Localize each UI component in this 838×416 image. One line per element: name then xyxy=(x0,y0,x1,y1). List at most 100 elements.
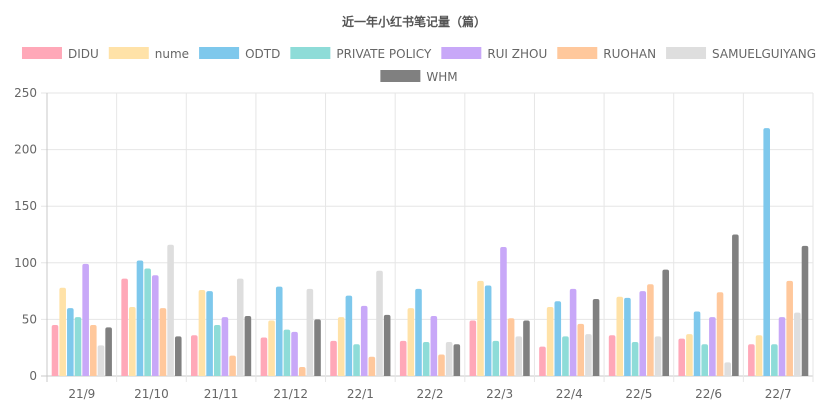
bar[interactable] xyxy=(592,299,600,376)
bar[interactable] xyxy=(577,323,585,376)
bar[interactable] xyxy=(144,268,151,376)
bar[interactable] xyxy=(129,306,136,376)
bar[interactable] xyxy=(523,320,530,376)
bar[interactable] xyxy=(90,325,97,376)
bar[interactable] xyxy=(569,288,577,376)
bar[interactable] xyxy=(469,320,477,376)
bar[interactable] xyxy=(709,317,716,376)
bar[interactable] xyxy=(82,263,89,376)
bar[interactable] xyxy=(778,317,786,376)
bar[interactable] xyxy=(97,345,105,376)
bar[interactable] xyxy=(221,317,229,376)
bar[interactable] xyxy=(430,316,438,376)
bar[interactable] xyxy=(546,306,554,376)
bar[interactable] xyxy=(662,269,670,376)
legend-item[interactable]: nume xyxy=(108,47,189,61)
bar[interactable] xyxy=(353,344,360,376)
bar[interactable] xyxy=(51,325,59,376)
bar[interactable] xyxy=(562,336,569,376)
bar[interactable] xyxy=(801,245,809,376)
bar[interactable] xyxy=(585,334,592,376)
bar[interactable] xyxy=(368,356,376,376)
bar[interactable] xyxy=(174,336,182,376)
bar[interactable] xyxy=(539,346,546,376)
bar[interactable] xyxy=(763,128,770,376)
bar[interactable] xyxy=(151,275,159,376)
bar[interactable] xyxy=(244,316,252,376)
bar[interactable] xyxy=(236,278,244,376)
bar[interactable] xyxy=(678,338,686,376)
bar[interactable] xyxy=(229,355,236,376)
bar[interactable] xyxy=(445,342,453,376)
bar[interactable] xyxy=(647,284,654,376)
bar[interactable] xyxy=(701,344,709,376)
bar[interactable] xyxy=(554,301,562,376)
legend-label: RUI ZHOU xyxy=(487,47,547,61)
bar[interactable] xyxy=(624,297,631,376)
bar[interactable] xyxy=(693,311,701,376)
legend-item[interactable]: RUI ZHOU xyxy=(441,47,547,61)
bar[interactable] xyxy=(74,317,82,376)
bar[interactable] xyxy=(59,287,66,376)
bar[interactable] xyxy=(748,344,755,376)
bar[interactable] xyxy=(268,320,275,376)
y-tick-label: 150 xyxy=(14,199,37,213)
bar[interactable] xyxy=(686,334,693,376)
legend-item[interactable]: ODTD xyxy=(199,47,280,61)
bar[interactable] xyxy=(794,312,801,376)
bar[interactable] xyxy=(507,318,515,376)
legend-item[interactable]: PRIVATE POLICY xyxy=(290,47,432,61)
bar[interactable] xyxy=(337,317,345,376)
bar[interactable] xyxy=(755,335,763,376)
legend-item[interactable]: WHM xyxy=(380,70,458,84)
bar[interactable] xyxy=(383,314,391,376)
bar[interactable] xyxy=(732,234,739,377)
bar[interactable] xyxy=(616,296,624,376)
bar[interactable] xyxy=(492,340,500,376)
bar[interactable] xyxy=(298,366,306,376)
bar[interactable] xyxy=(291,331,298,376)
bar[interactable] xyxy=(206,291,213,376)
bar[interactable] xyxy=(608,335,616,376)
bar[interactable] xyxy=(771,344,778,376)
bar[interactable] xyxy=(345,295,353,376)
bar[interactable] xyxy=(438,354,445,376)
bar[interactable] xyxy=(477,280,484,376)
bar[interactable] xyxy=(67,308,74,376)
bar[interactable] xyxy=(190,335,198,376)
bar[interactable] xyxy=(159,308,167,376)
bar[interactable] xyxy=(639,291,647,376)
bar[interactable] xyxy=(515,336,523,376)
bar[interactable] xyxy=(399,340,407,376)
legend-item[interactable]: DIDU xyxy=(21,47,99,61)
legend-item[interactable]: RUOHAN xyxy=(557,47,656,61)
bar[interactable] xyxy=(500,246,507,376)
bar[interactable] xyxy=(167,244,174,376)
bar[interactable] xyxy=(260,337,268,376)
bar[interactable] xyxy=(453,344,461,376)
series-whm xyxy=(105,234,809,377)
bar[interactable] xyxy=(407,308,415,376)
bar[interactable] xyxy=(724,362,731,376)
bar[interactable] xyxy=(422,342,430,376)
bar[interactable] xyxy=(198,289,206,376)
bar[interactable] xyxy=(376,270,383,376)
bar[interactable] xyxy=(415,288,422,376)
bar[interactable] xyxy=(484,285,492,376)
bar[interactable] xyxy=(631,342,639,376)
bar[interactable] xyxy=(105,327,112,376)
bar[interactable] xyxy=(314,319,321,376)
bar[interactable] xyxy=(306,288,314,376)
bar[interactable] xyxy=(136,260,144,376)
bar[interactable] xyxy=(360,305,368,376)
bar[interactable] xyxy=(275,286,283,376)
bar[interactable] xyxy=(283,329,291,376)
bar[interactable] xyxy=(213,325,221,376)
bar[interactable] xyxy=(121,278,128,376)
bar[interactable] xyxy=(786,280,793,376)
legend-item[interactable]: SAMUELGUIYANG xyxy=(666,47,816,61)
bar[interactable] xyxy=(654,336,662,376)
legend-label: SAMUELGUIYANG xyxy=(712,47,816,61)
bar[interactable] xyxy=(330,340,337,376)
bar[interactable] xyxy=(716,292,724,376)
